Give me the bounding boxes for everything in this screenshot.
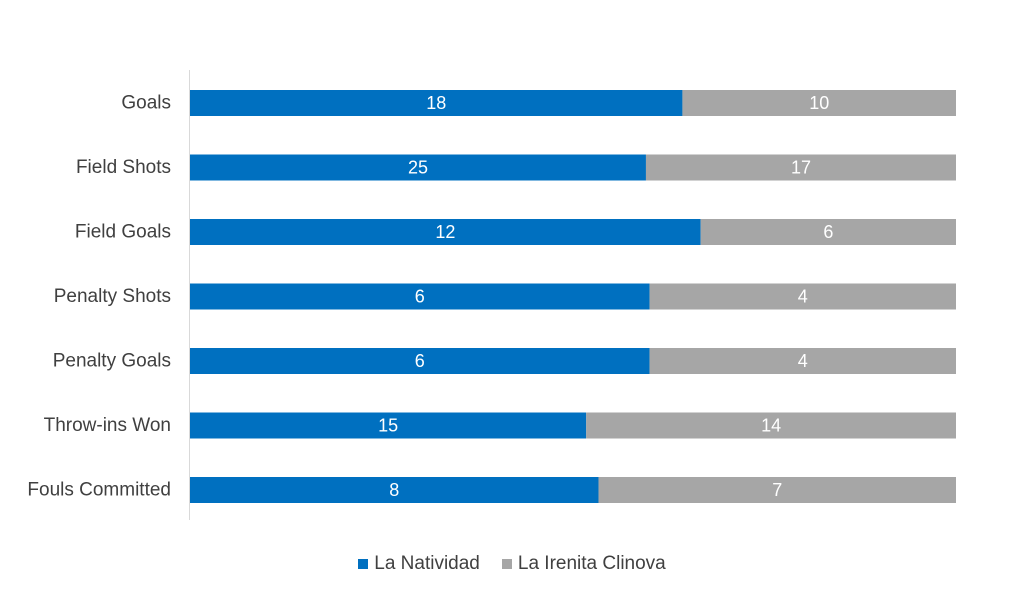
category-label-goals: Goals	[121, 93, 171, 114]
bar-la-natividad-penalty-goals	[190, 348, 650, 374]
bar-la-natividad-throw-ins-won	[190, 412, 587, 439]
data-label-la-natividad-field-goals: 12	[435, 222, 455, 242]
bar-la-irenita-clinova-penalty-goals	[649, 348, 956, 374]
data-label-la-natividad-goals: 18	[426, 93, 446, 113]
bar-la-natividad-fouls-committed	[190, 477, 599, 503]
bar-la-irenita-clinova-fouls-committed	[598, 477, 956, 503]
legend-item-la-natividad: La Natividad	[358, 553, 480, 575]
category-label-penalty-shots: Penalty Shots	[54, 286, 171, 307]
data-label-la-natividad-penalty-shots: 6	[415, 287, 425, 307]
bar-la-natividad-field-goals	[190, 219, 701, 245]
bar-la-irenita-clinova-field-shots	[645, 154, 956, 181]
category-label-field-shots: Field Shots	[76, 157, 171, 178]
bar-la-natividad-field-shots	[190, 154, 646, 181]
data-label-la-irenita-clinova-fouls-committed: 7	[772, 480, 782, 500]
legend-swatch-la-natividad	[358, 559, 369, 569]
data-label-la-irenita-clinova-field-shots: 17	[791, 158, 811, 178]
legend: La Natividad La Irenita Clinova	[0, 553, 1024, 575]
data-label-la-irenita-clinova-penalty-shots: 4	[798, 287, 808, 307]
legend-label-la-irenita-clinova: La Irenita Clinova	[517, 553, 666, 574]
legend-swatch-la-irenita-clinova	[501, 559, 512, 569]
category-label-field-goals: Field Goals	[75, 222, 171, 243]
data-label-la-irenita-clinova-field-goals: 6	[823, 222, 833, 242]
category-label-throw-ins-won: Throw-ins Won	[44, 415, 171, 436]
legend-label-la-natividad: La Natividad	[374, 553, 480, 574]
data-label-la-irenita-clinova-throw-ins-won: 14	[761, 416, 781, 436]
bar-la-natividad-goals	[190, 90, 683, 116]
data-label-la-natividad-fouls-committed: 8	[389, 480, 399, 500]
data-label-la-irenita-clinova-penalty-goals: 4	[798, 351, 808, 371]
bar-la-irenita-clinova-penalty-shots	[649, 283, 956, 310]
bar-la-irenita-clinova-field-goals	[700, 219, 956, 245]
legend-item-la-irenita-clinova: La Irenita Clinova	[501, 553, 666, 575]
bar-la-irenita-clinova-goals	[682, 90, 956, 116]
data-label-la-natividad-penalty-goals: 6	[415, 351, 425, 371]
category-label-penalty-goals: Penalty Goals	[53, 351, 171, 372]
data-label-la-natividad-throw-ins-won: 15	[378, 416, 398, 436]
category-label-fouls-committed: Fouls Committed	[27, 480, 171, 501]
bars-group: Goals 18 10 Field Shots 25 17 Field Goals 12 6 Pe…	[27, 90, 956, 503]
bar-la-natividad-penalty-shots	[190, 283, 650, 310]
data-label-la-natividad-field-shots: 25	[408, 158, 428, 178]
bar-la-irenita-clinova-throw-ins-won	[586, 412, 956, 439]
data-label-la-irenita-clinova-goals: 10	[809, 93, 829, 113]
